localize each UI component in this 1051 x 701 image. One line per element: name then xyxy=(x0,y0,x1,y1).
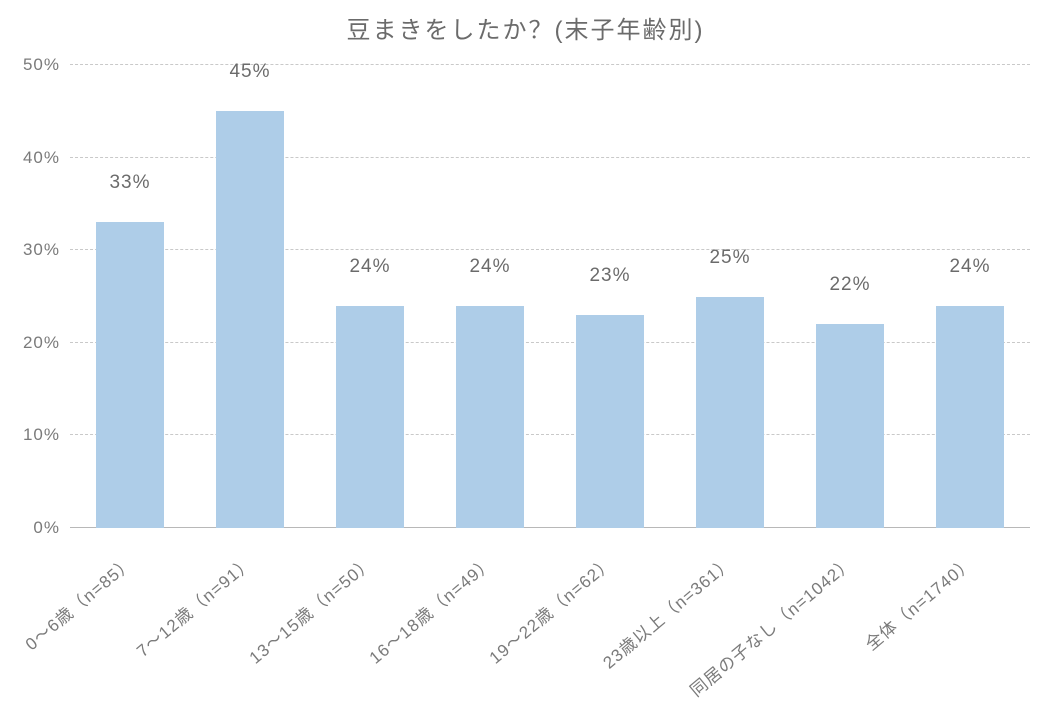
bar-value-label: 22% xyxy=(790,274,910,296)
chart-title: 豆まきをしたか？(末子年齢別) xyxy=(0,10,1051,45)
bar-slot: 22% xyxy=(790,65,910,528)
bar-value-label: 24% xyxy=(310,256,430,278)
bar-slot: 24% xyxy=(430,65,550,528)
ytick-label: 30% xyxy=(10,240,60,260)
bar xyxy=(216,111,283,528)
xtick-label: 16～18歳（n=49） xyxy=(362,549,498,669)
chart-container: 豆まきをしたか？(末子年齢別) 0%10%20%30%40%50% 33%45%… xyxy=(0,0,1051,697)
bar xyxy=(336,306,403,528)
bar xyxy=(96,222,163,528)
bar xyxy=(696,297,763,529)
bar xyxy=(816,324,883,528)
bar xyxy=(456,306,523,528)
bar-slot: 24% xyxy=(310,65,430,528)
bar xyxy=(936,306,1003,528)
ytick-label: 20% xyxy=(10,333,60,353)
ytick-label: 40% xyxy=(10,148,60,168)
bar-value-label: 24% xyxy=(430,256,550,278)
bar-value-label: 33% xyxy=(70,172,190,194)
bar-slot: 25% xyxy=(670,65,790,528)
xtick-label: 7～12歳（n=91） xyxy=(130,549,258,662)
xtick-label: 19～22歳（n=62） xyxy=(482,549,618,669)
bar-slot: 45% xyxy=(190,65,310,528)
bar-slot: 33% xyxy=(70,65,190,528)
ytick-label: 10% xyxy=(10,425,60,445)
ytick-label: 50% xyxy=(10,55,60,75)
bars-layer: 33%45%24%24%23%25%22%24% xyxy=(70,65,1030,528)
bar-slot: 23% xyxy=(550,65,670,528)
bar-slot: 24% xyxy=(910,65,1030,528)
bar xyxy=(576,315,643,528)
x-axis-labels: 0～6歳（n=85）7～12歳（n=91）13～15歳（n=50）16～18歳（… xyxy=(70,528,1030,688)
bar-value-label: 24% xyxy=(910,256,1030,278)
bar-value-label: 25% xyxy=(670,247,790,269)
xtick-label: 13～15歳（n=50） xyxy=(242,549,378,669)
xtick-label: 0～6歳（n=85） xyxy=(18,549,138,655)
bar-value-label: 23% xyxy=(550,265,670,287)
xtick-label: 全体（n=1740） xyxy=(858,549,978,655)
ytick-label: 0% xyxy=(10,518,60,538)
bar-value-label: 45% xyxy=(190,61,310,83)
